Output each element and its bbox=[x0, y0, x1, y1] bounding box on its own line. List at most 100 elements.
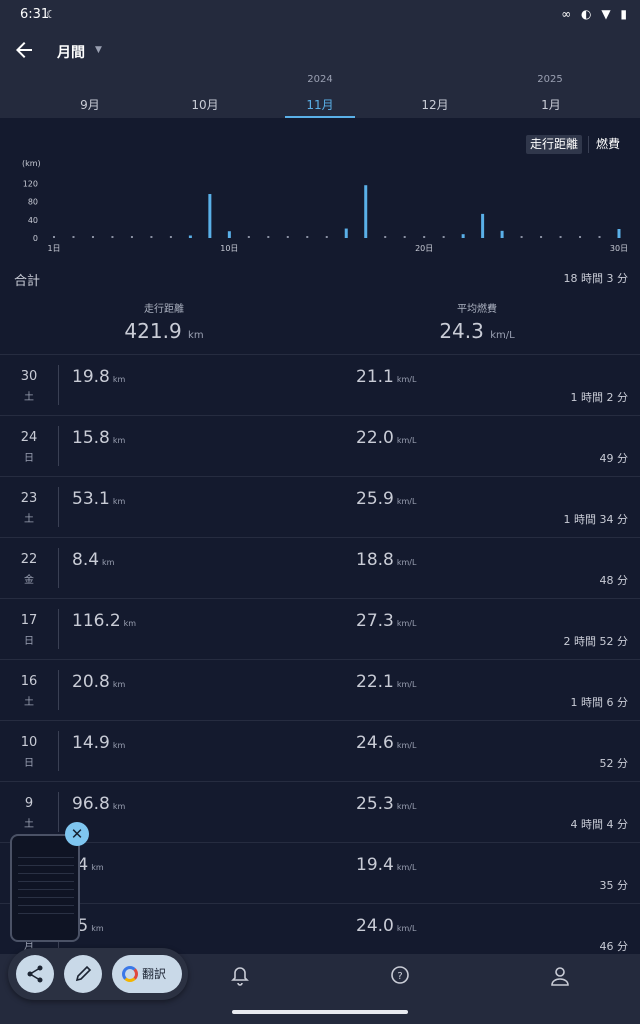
row-fuel: 25.9 km/L bbox=[356, 489, 416, 509]
x-tick-label: 20日 bbox=[415, 244, 433, 253]
status-icons: ∞ ◐ ▼ ▮ bbox=[561, 7, 630, 21]
row-distance-value: 20.8 bbox=[72, 672, 110, 692]
trip-row[interactable]: 9 土 96.8 km 25.3 km/L 4 時間 4 分 bbox=[0, 782, 640, 843]
row-fuel: 24.0 km/L bbox=[356, 916, 416, 936]
row-day: 30 bbox=[20, 369, 38, 384]
bell-icon[interactable] bbox=[228, 964, 252, 988]
close-icon[interactable]: ✕ bbox=[65, 822, 89, 846]
row-fuel-value: 24.0 bbox=[356, 916, 394, 936]
back-button[interactable] bbox=[12, 38, 36, 62]
moon-icon: ☾ bbox=[46, 8, 56, 21]
chart-bar bbox=[344, 228, 348, 238]
row-divider bbox=[58, 426, 59, 466]
row-weekday: 土 bbox=[24, 514, 34, 525]
pencil-icon[interactable] bbox=[64, 955, 102, 993]
row-distance-unit: km bbox=[91, 924, 104, 933]
chart-zero-mark bbox=[150, 236, 153, 238]
trip-row[interactable]: .4 km 19.4 km/L 35 分 bbox=[0, 843, 640, 904]
chart-zero-mark bbox=[442, 236, 445, 238]
tab-month[interactable]: 10月 bbox=[191, 98, 219, 112]
row-distance-unit: km bbox=[112, 436, 126, 445]
chart-zero-mark bbox=[286, 236, 289, 238]
row-fuel: 27.3 km/L bbox=[356, 611, 416, 631]
help-icon[interactable]: ? bbox=[388, 964, 412, 988]
row-fuel-value: 18.8 bbox=[356, 550, 394, 570]
app-bar: 月間 ▼ bbox=[0, 32, 640, 70]
chart-zero-mark bbox=[91, 236, 94, 238]
trip-row[interactable]: 月 .5 km 24.0 km/L 46 分 bbox=[0, 904, 640, 954]
translate-button[interactable]: 翻訳 bbox=[112, 955, 182, 993]
row-distance-value: 19.8 bbox=[72, 367, 110, 387]
tab-indicator bbox=[285, 116, 355, 118]
row-distance-value: 116.2 bbox=[72, 611, 121, 631]
row-divider bbox=[58, 548, 59, 588]
trip-row[interactable]: 17 日 116.2 km 27.3 km/L 2 時間 52 分 bbox=[0, 599, 640, 660]
main-content: 走行距離 燃費 (km) 120 80 40 0 1日 10日 20日 30日 合計 18 時間… bbox=[0, 118, 640, 954]
row-distance: 116.2 km bbox=[72, 611, 136, 631]
row-day: 24 bbox=[20, 430, 38, 445]
screenshot-thumbnail[interactable] bbox=[10, 834, 80, 942]
row-weekday: 土 bbox=[24, 819, 34, 830]
trip-row[interactable]: 22 金 8.4 km 18.8 km/L 48 分 bbox=[0, 538, 640, 599]
row-fuel-value: 22.1 bbox=[356, 672, 394, 692]
toggle-fuel[interactable]: 燃費 bbox=[596, 137, 621, 151]
svg-text:?: ? bbox=[397, 971, 402, 982]
row-distance: 20.8 km bbox=[72, 672, 125, 692]
trip-row[interactable]: 24 日 15.8 km 22.0 km/L 49 分 bbox=[0, 416, 640, 477]
row-day: 23 bbox=[20, 491, 38, 506]
period-selector[interactable]: 月間 bbox=[57, 45, 85, 61]
chart-zero-mark bbox=[423, 236, 426, 238]
chart-bar bbox=[617, 229, 621, 238]
chart-zero-mark bbox=[169, 236, 172, 238]
y-tick-label: 80 bbox=[28, 198, 38, 207]
chart-zero-mark bbox=[53, 236, 55, 238]
row-distance-unit: km bbox=[112, 680, 126, 689]
chart-bar bbox=[481, 213, 485, 238]
row-divider bbox=[58, 609, 59, 649]
row-distance-value: 14.9 bbox=[72, 733, 110, 753]
chart-bar bbox=[500, 230, 504, 238]
row-divider bbox=[58, 731, 59, 771]
thumbnail-preview bbox=[18, 850, 74, 920]
row-duration: 48 分 bbox=[599, 574, 629, 587]
trip-row[interactable]: 10 日 14.9 km 24.6 km/L 52 分 bbox=[0, 721, 640, 782]
row-weekday: 月 bbox=[24, 941, 34, 952]
x-tick-label: 10日 bbox=[220, 244, 238, 253]
home-indicator[interactable] bbox=[232, 1010, 408, 1014]
row-weekday: 日 bbox=[24, 758, 34, 769]
row-fuel-unit: km/L bbox=[396, 802, 417, 811]
summary-label: 合計 bbox=[14, 274, 41, 289]
y-tick-label: 40 bbox=[28, 216, 38, 225]
trip-row[interactable]: 30 土 19.8 km 21.1 km/L 1 時間 2 分 bbox=[0, 355, 640, 416]
chart-zero-mark bbox=[540, 236, 543, 238]
row-weekday: 日 bbox=[24, 636, 34, 647]
row-weekday: 土 bbox=[24, 392, 34, 403]
row-distance-unit: km bbox=[91, 863, 104, 872]
row-distance-value: 96.8 bbox=[72, 794, 110, 814]
row-distance-unit: km bbox=[102, 558, 115, 567]
chart-zero-mark bbox=[559, 236, 562, 238]
person-icon[interactable] bbox=[548, 964, 572, 988]
chart-bar bbox=[208, 194, 212, 238]
trip-row[interactable]: 16 土 20.8 km 22.1 km/L 1 時間 6 分 bbox=[0, 660, 640, 721]
tab-month-active[interactable]: 11月 bbox=[306, 98, 334, 112]
fuel-title: 平均燃費 bbox=[457, 304, 497, 315]
share-icon[interactable] bbox=[16, 955, 54, 993]
row-fuel: 22.0 km/L bbox=[356, 428, 416, 448]
row-divider bbox=[58, 365, 59, 405]
tab-month[interactable]: 9月 bbox=[80, 98, 100, 112]
chart-zero-mark bbox=[325, 236, 328, 238]
row-duration: 52 分 bbox=[599, 757, 629, 770]
trip-row[interactable]: 23 土 53.1 km 25.9 km/L 1 時間 34 分 bbox=[0, 477, 640, 538]
row-fuel-unit: km/L bbox=[396, 924, 417, 933]
row-divider bbox=[58, 792, 59, 832]
dropdown-caret-icon[interactable]: ▼ bbox=[95, 45, 102, 55]
tab-month[interactable]: 1月 bbox=[541, 98, 561, 112]
arrow-left-icon bbox=[16, 42, 32, 58]
chart-bar bbox=[188, 235, 192, 238]
chart-zero-mark bbox=[403, 236, 406, 238]
tab-month[interactable]: 12月 bbox=[421, 98, 449, 112]
chart-zero-mark bbox=[520, 236, 523, 238]
toggle-distance[interactable]: 走行距離 bbox=[526, 135, 582, 154]
row-fuel-unit: km/L bbox=[396, 558, 417, 567]
